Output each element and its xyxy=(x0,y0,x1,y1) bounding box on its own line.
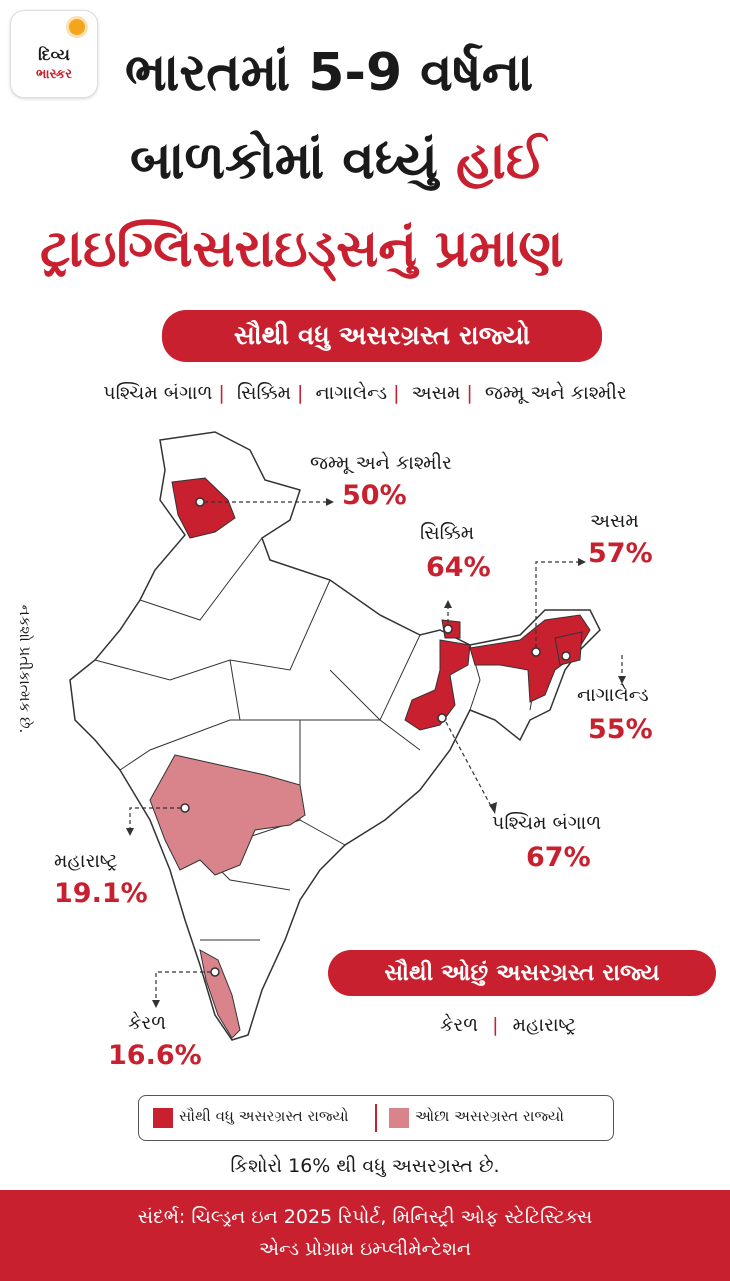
title-line2: બાળકોમાં વધ્યું હાઈ xyxy=(130,128,546,194)
most-affected-heading: સૌથી વધુ અસરગ્રસ્ત રાજ્યો xyxy=(162,310,602,362)
assam-point xyxy=(531,647,541,657)
logo-line1: દિવ્ય xyxy=(38,45,70,64)
assam-label: અસમ xyxy=(590,510,639,532)
nagaland-value: 55% xyxy=(588,714,653,745)
kerala-value: 16.6% xyxy=(108,1040,202,1071)
footer-line1: સંદર્ભ: ચિલ્ડ્રન ઇન 2025 રિપોર્ટ, મિનિસ્… xyxy=(137,1206,593,1228)
title-line2a: બાળકોમાં વધ્યું xyxy=(130,131,438,191)
jk-shape xyxy=(171,477,236,539)
state-nagaland: નાગાલેન્ડ xyxy=(315,382,388,404)
least-affected-states: કેરળ | મહારાષ્ટ્ર xyxy=(440,1014,577,1036)
jk-label: જમ્મૂ અને કાશ્મીર xyxy=(310,452,452,474)
wb-leader xyxy=(445,721,493,809)
maharashtra-point xyxy=(180,803,190,813)
maharashtra-label: મહારાષ્ટ્ર xyxy=(54,850,118,872)
legend-low-swatch xyxy=(389,1108,409,1128)
most-affected-states: પશ્ચિમ બંગાળ | સિક્કિમ | નાગાલેન્ડ | અસમ | જ… xyxy=(103,382,627,404)
wb-value: 67% xyxy=(526,842,591,873)
nagaland-point xyxy=(561,651,571,661)
title-line2b: હાઈ xyxy=(456,131,546,191)
title-line3: ટ્રાઇગ્લિસરાઇડ્સનું પ્રમાણ xyxy=(40,219,564,279)
legend: સૌથી વધુ અસરગ્રસ્ત રાજ્યો ઓછા અસરગ્રસ્ત … xyxy=(138,1095,614,1141)
india-map xyxy=(69,431,626,1041)
sun-icon xyxy=(69,19,85,35)
india-outline xyxy=(69,431,601,1041)
nagaland-label: નાગાલેન્ડ xyxy=(577,684,649,706)
sikkim-value: 64% xyxy=(426,552,491,583)
kerala-label: કેરળ xyxy=(128,1012,167,1034)
state-maharashtra: મહારાષ્ટ્ર xyxy=(512,1014,577,1036)
wb-point xyxy=(437,713,447,723)
adolescent-note: કિશોરો 16% થી વધુ અસરગ્રસ્ત છે. xyxy=(230,1155,500,1177)
maharashtra-shape xyxy=(149,754,306,876)
state-jk: જમ્મૂ અને કાશ્મીર xyxy=(484,382,627,404)
footer-line2: એન્ડ પ્રોગ્રામ ઇમ્પ્લીમેન્ટેશન xyxy=(259,1238,471,1260)
wb-label: પશ્ચિમ બંગાળ xyxy=(492,812,602,834)
footer-source: સંદર્ભ: ચિલ્ડ્રન ઇન 2025 રિપોર્ટ, મિનિસ્… xyxy=(0,1190,730,1281)
jk-point xyxy=(195,497,205,507)
title-line1: ભારતમાં 5-9 વર્ષના xyxy=(125,43,534,103)
maharashtra-leader xyxy=(129,807,181,830)
sikkim-point xyxy=(443,624,453,634)
legend-high-swatch xyxy=(153,1108,173,1128)
assam-leader xyxy=(535,561,580,648)
state-assam: અસમ xyxy=(411,382,461,404)
state-kerala: કેરળ xyxy=(440,1014,479,1036)
jk-value: 50% xyxy=(342,480,407,511)
nagaland-shape xyxy=(554,631,583,666)
divya-bhaskar-logo: દિવ્ય ભાસ્કર xyxy=(10,10,98,98)
least-affected-heading: સૌથી ઓછું અસરગ્રસ્ત રાજ્ય xyxy=(328,950,716,996)
state-wb: પશ્ચિમ બંગાળ xyxy=(103,382,213,404)
logo-line2: ભાસ્કર xyxy=(36,67,72,82)
legend-low-label: ઓછા અસરગ્રસ્ત રાજ્યો xyxy=(415,1107,564,1125)
state-sikkim: સિક્કિમ xyxy=(236,382,291,404)
kerala-point xyxy=(210,967,220,977)
assam-value: 57% xyxy=(588,538,653,569)
map-disclaimer: નકશો પ્રતીકાત્મક છે. xyxy=(16,604,34,734)
sikkim-label: સિક્કિમ xyxy=(420,522,475,544)
legend-high-label: સૌથી વધુ અસરગ્રસ્ત રાજ્યો xyxy=(179,1107,349,1125)
maharashtra-value: 19.1% xyxy=(54,878,148,909)
wb-shape xyxy=(404,639,471,731)
legend-divider xyxy=(375,1104,377,1132)
